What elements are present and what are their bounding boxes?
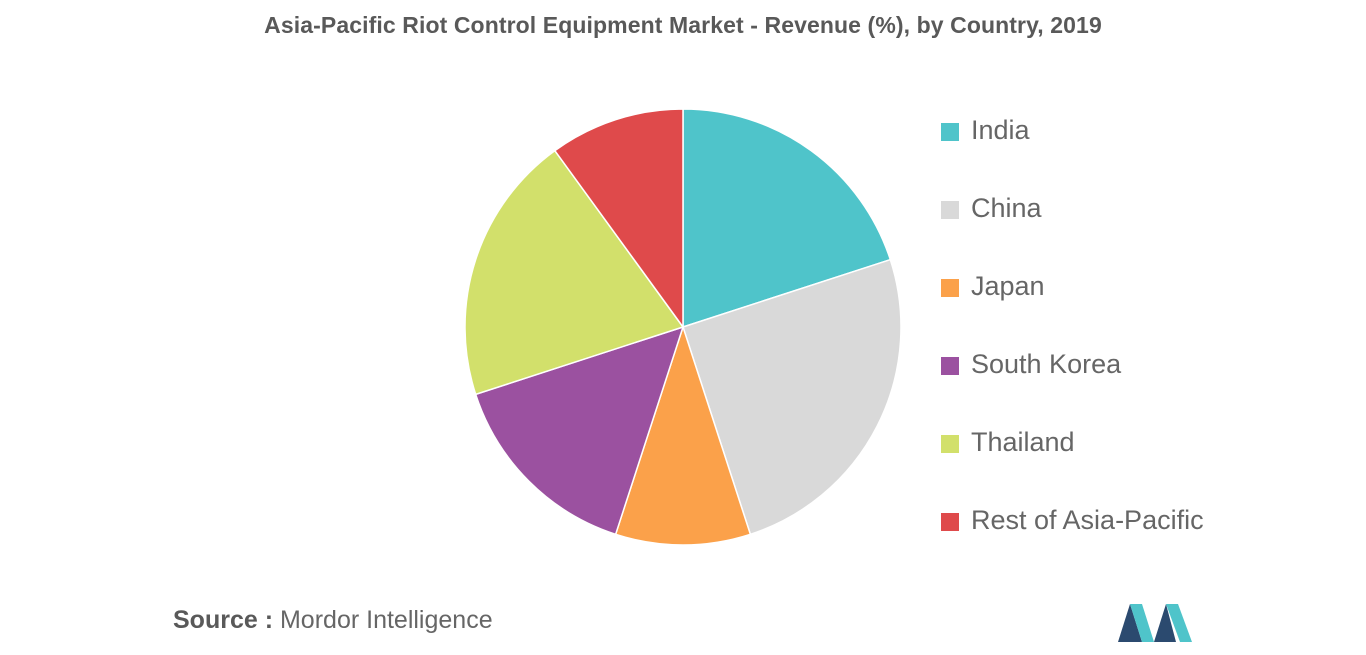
legend-label: Thailand [971, 427, 1075, 457]
pie-slice-japan [614, 324, 752, 546]
legend-swatch [941, 201, 959, 219]
legend-swatch [941, 279, 959, 297]
legend-swatch [941, 123, 959, 141]
pie-slice-china [682, 258, 902, 536]
source-note: Source : Mordor Intelligence [173, 606, 493, 635]
legend-label: Rest of Asia-Pacific [971, 505, 1204, 535]
legend-label: South Korea [971, 349, 1122, 379]
pie-slice-thailand [464, 149, 685, 396]
pie-slice-rest-of-asia-pacific [553, 108, 684, 330]
legend-label: Japan [971, 271, 1045, 301]
chart-title: Asia-Pacific Riot Control Equipment Mark… [264, 12, 1102, 38]
source-prefix: Source : [173, 606, 274, 634]
source-text: Mordor Intelligence [279, 606, 493, 634]
pie-slice-india [682, 108, 892, 329]
legend-swatch [941, 513, 959, 531]
pie-slice-south-korea [474, 325, 685, 536]
legend-label: India [971, 115, 1030, 145]
legend-swatch [941, 357, 959, 375]
mordor-intelligence-logo-icon [1118, 604, 1192, 642]
legend-swatch [941, 435, 959, 453]
legend-label: China [971, 193, 1042, 223]
